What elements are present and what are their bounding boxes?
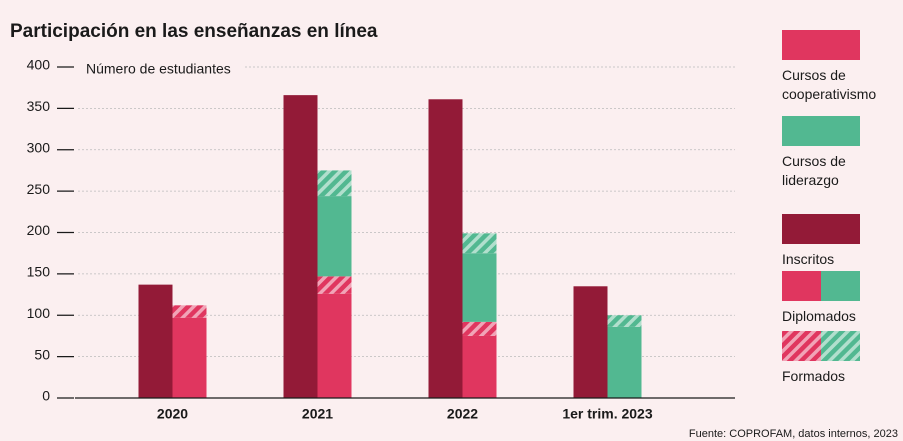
- legend-swatch: [821, 331, 860, 361]
- y-tick-label: 50: [34, 346, 50, 362]
- x-tick-label: 2021: [302, 406, 333, 422]
- source: Fuente: COPROFAM, datos internos, 2023: [689, 428, 898, 440]
- legend-swatch: [782, 214, 860, 244]
- chart-title: Participación en las enseñanzas en línea: [10, 21, 378, 42]
- x-tick-label: 1er trim. 2023: [562, 406, 652, 422]
- bar: [138, 284, 173, 398]
- bar: [428, 99, 463, 399]
- y-tick-label: 400: [27, 57, 51, 73]
- bar: [172, 317, 207, 398]
- legend-swatch: [782, 271, 821, 301]
- bar: [317, 293, 352, 398]
- bar: [462, 233, 497, 254]
- bar: [573, 286, 608, 398]
- y-tick-label: 200: [27, 222, 51, 238]
- legend-label: Formados: [782, 368, 846, 384]
- y-tick-label: 300: [27, 139, 51, 155]
- legend-label: Inscritos: [782, 251, 835, 267]
- legend-swatch: [782, 116, 860, 146]
- legend-swatch: [782, 30, 860, 60]
- y-tick-label: 150: [27, 264, 51, 280]
- bar: [317, 276, 352, 294]
- y-tick-label: 0: [42, 388, 50, 404]
- legend-label: Diplomados: [782, 308, 856, 324]
- legend-label: Cursos de cooperativismo: [782, 67, 877, 102]
- bar: [607, 326, 642, 398]
- bar: [317, 170, 352, 197]
- bar: [607, 315, 642, 327]
- bar: [462, 335, 497, 398]
- legend-swatch: [821, 271, 860, 301]
- legend-label: Cursos de liderazgo: [782, 153, 846, 188]
- bar: [317, 196, 352, 277]
- x-tick-label: 2022: [447, 406, 478, 422]
- y-tick-label: 250: [27, 181, 51, 197]
- y-tick-label: 100: [27, 305, 51, 321]
- bar: [462, 321, 497, 336]
- bar: [462, 253, 497, 322]
- bar: [283, 95, 318, 398]
- bar: [172, 305, 207, 318]
- y-axis-label: Número de estudiantes: [86, 61, 231, 77]
- y-tick-label: 350: [27, 98, 51, 114]
- x-tick-label: 2020: [157, 406, 188, 422]
- legend-swatch: [782, 331, 821, 361]
